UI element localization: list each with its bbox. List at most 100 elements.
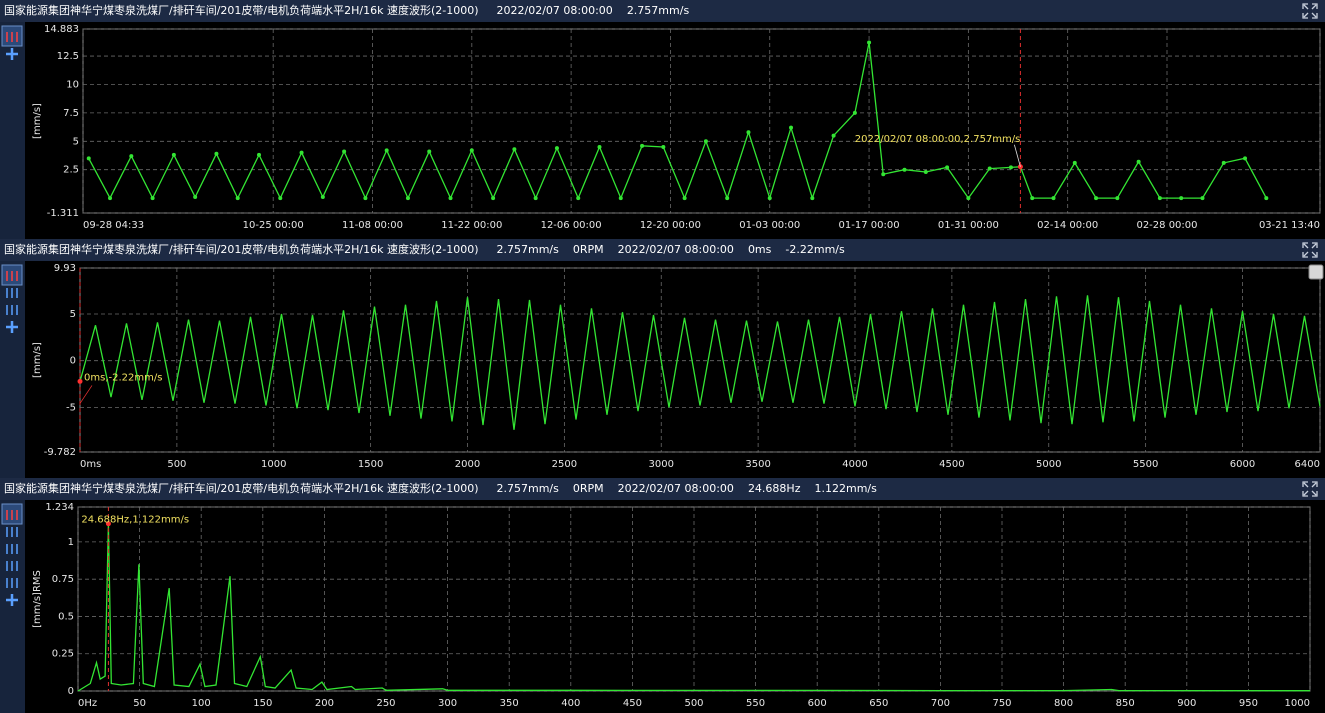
y-tick-label: 0.5 (58, 611, 74, 622)
tool-icon[interactable] (6, 578, 18, 588)
plot-area (82, 28, 1321, 214)
annotation-leader (1014, 144, 1021, 167)
header-text: 0RPM (573, 243, 604, 256)
x-tick-label: 2000 (455, 459, 480, 470)
data-point (171, 152, 176, 157)
series-line (79, 295, 1321, 430)
fullscreen-button[interactable] (1302, 3, 1318, 19)
header-text: 24.688Hz (748, 482, 801, 495)
data-point (1179, 196, 1184, 201)
data-point (682, 196, 687, 201)
data-point (384, 148, 389, 153)
x-tick-label: 850 (1116, 698, 1135, 709)
y-tick-label: 12.5 (57, 51, 79, 62)
header-text: 2022/02/07 08:00:00 (618, 482, 734, 495)
x-tick-label: 500 (167, 459, 186, 470)
data-point (831, 133, 836, 138)
x-tick-label: 750 (992, 698, 1011, 709)
pan-tool[interactable] (6, 48, 18, 60)
data-point (597, 144, 602, 149)
data-point (1030, 196, 1035, 201)
annotation-text: 24.688Hz,1.122mm/s (81, 515, 189, 526)
tool-icon[interactable] (6, 305, 18, 315)
annotation-text: 0ms,-2.22mm/s (84, 372, 162, 383)
y-tick-label: -5 (66, 402, 76, 413)
x-tick-label: 0Hz (78, 698, 97, 709)
fullscreen-button[interactable] (1302, 481, 1318, 497)
data-point (576, 196, 581, 201)
x-tick-label: 5500 (1133, 459, 1158, 470)
y-tick-label: 14.883 (44, 24, 79, 35)
data-point (1221, 160, 1226, 165)
data-point (108, 196, 113, 201)
y-tick-label: -1.311 (47, 208, 79, 219)
series-line (77, 523, 1311, 692)
y-tick-label: 0.25 (52, 649, 74, 660)
x-tick-label: 900 (1177, 698, 1196, 709)
y-tick-label: 0.75 (52, 574, 74, 585)
data-point (278, 196, 283, 201)
data-point (129, 154, 134, 159)
x-tick-label: 01-03 00:00 (739, 220, 800, 231)
tool-icon[interactable] (6, 271, 18, 281)
x-tick-label: 10-25 00:00 (243, 220, 304, 231)
x-tick-label: 02-14 00:00 (1037, 220, 1098, 231)
x-tick-label: 2500 (552, 459, 577, 470)
data-point (810, 196, 815, 201)
header-text: 2.757mm/s (627, 4, 690, 17)
data-point (789, 125, 794, 130)
data-point (320, 194, 325, 199)
tool-icon[interactable] (6, 32, 18, 42)
x-tick-label: 6000 (1230, 459, 1255, 470)
pan-tool[interactable] (6, 321, 18, 333)
data-point (299, 150, 304, 155)
fullscreen-button[interactable] (1302, 242, 1318, 258)
header-text: 国家能源集团神华宁煤枣泉洗煤厂/排矸车间/201皮带/电机负荷端水平2H/16k… (4, 3, 479, 17)
x-tick-label: 11-22 00:00 (441, 220, 502, 231)
y-tick-label: 2.5 (63, 165, 79, 176)
x-tick-label: 600 (808, 698, 827, 709)
x-tick-label: 700 (931, 698, 950, 709)
header-text: 国家能源集团神华宁煤枣泉洗煤厂/排矸车间/201皮带/电机负荷端水平2H/16k… (4, 242, 479, 256)
annotation-text: 2022/02/07 08:00:00,2.757mm/s (855, 134, 1021, 145)
data-point (469, 148, 474, 153)
header-bar (0, 239, 1325, 261)
data-point (1094, 196, 1099, 201)
x-tick-label: 4000 (842, 459, 867, 470)
tool-icon[interactable] (6, 288, 18, 298)
chart-menu-button[interactable] (1308, 264, 1324, 280)
data-point (746, 130, 751, 135)
y-tick-label: 7.5 (63, 108, 79, 119)
x-tick-label: 800 (1054, 698, 1073, 709)
header-text: -2.22mm/s (785, 243, 845, 256)
data-point (554, 146, 559, 151)
y-tick-label: 9.93 (54, 263, 76, 274)
data-point (533, 196, 538, 201)
pan-tool[interactable] (6, 594, 18, 606)
y-tick-label: 0 (68, 686, 74, 697)
data-point (193, 194, 198, 199)
x-tick-label: 400 (561, 698, 580, 709)
tool-icon[interactable] (6, 510, 18, 520)
tool-icon[interactable] (6, 527, 18, 537)
y-tick-label: 1 (68, 537, 74, 548)
y-tick-label: 10 (66, 79, 79, 90)
x-tick-label: 1500 (358, 459, 383, 470)
x-tick-label: 03-21 13:40 (1259, 220, 1320, 231)
annotation-leader (79, 385, 93, 404)
data-point (1072, 160, 1077, 165)
data-point (512, 147, 517, 152)
data-point (987, 166, 992, 171)
data-point (214, 151, 219, 156)
x-tick-label: 5000 (1036, 459, 1061, 470)
data-point (867, 40, 872, 45)
x-tick-label: 100 (192, 698, 211, 709)
data-point (703, 139, 708, 144)
tool-icon[interactable] (6, 544, 18, 554)
x-tick-label: 02-28 00:00 (1136, 220, 1197, 231)
x-tick-label: 50 (133, 698, 146, 709)
header-text: 1.122mm/s (814, 482, 877, 495)
x-tick-label: 6400 (1295, 459, 1320, 470)
tool-icon[interactable] (6, 561, 18, 571)
